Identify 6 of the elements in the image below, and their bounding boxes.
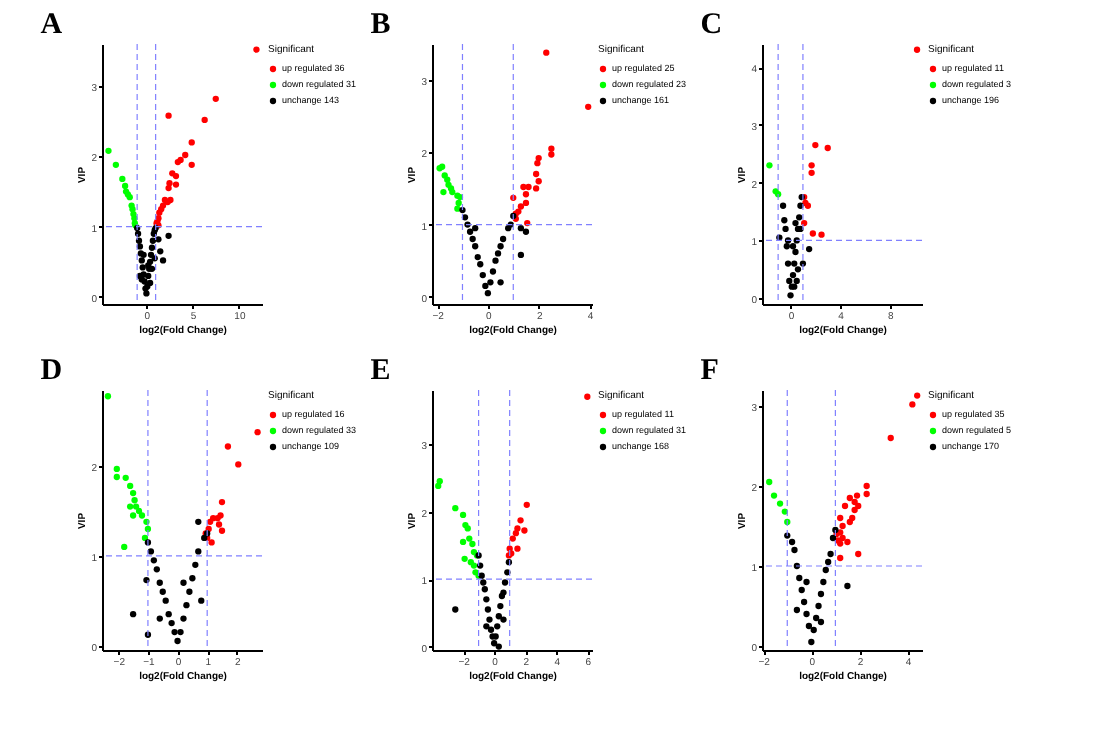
chart-title: B bbox=[370, 9, 391, 42]
chart-title: D bbox=[40, 355, 63, 388]
chart-title: A bbox=[40, 9, 63, 42]
chart-title: E bbox=[370, 355, 391, 388]
chart-title: F bbox=[700, 355, 719, 388]
chart-title: C bbox=[700, 9, 723, 42]
